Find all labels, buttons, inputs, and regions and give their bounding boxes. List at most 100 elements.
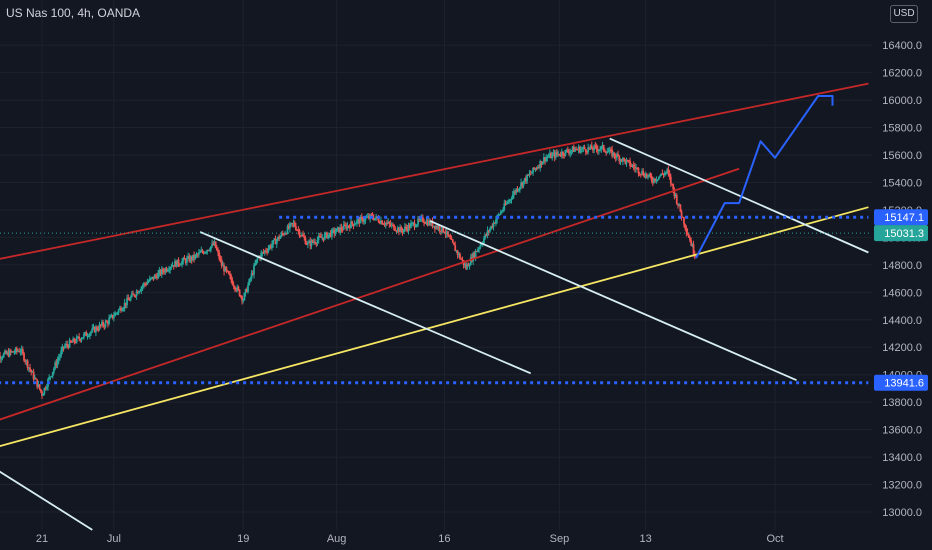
candle-body: [386, 223, 388, 225]
downtrend-line: [199, 231, 532, 375]
candle-body: [182, 257, 185, 261]
candle-body: [91, 328, 94, 332]
candle-body: [474, 250, 477, 258]
price-axis-background: [872, 0, 932, 550]
candle-body: [479, 244, 482, 248]
candle-body: [461, 259, 464, 261]
candle-body: [190, 256, 193, 261]
candle-body: [205, 251, 207, 253]
candle-body: [180, 264, 182, 266]
candle-body: [15, 348, 18, 352]
candle-body: [586, 151, 588, 153]
candle-body: [156, 276, 158, 279]
candle-body: [684, 224, 687, 229]
candle-body: [545, 157, 548, 161]
candle-body: [269, 245, 272, 248]
candle-body: [145, 283, 148, 285]
time-tick-label: Aug: [327, 533, 347, 545]
candle-body: [368, 216, 370, 219]
price-tick-label: 15600.0: [882, 150, 922, 162]
candle-body: [448, 235, 451, 237]
candle-body: [6, 351, 9, 354]
time-axis[interactable]: 21 Jul 19 Aug 16 Sep 13 Oct: [36, 533, 784, 545]
candle-body: [20, 349, 23, 352]
candle-body: [608, 149, 611, 152]
candle-body: [413, 222, 416, 228]
candle-body: [526, 174, 528, 182]
candle-body: [610, 149, 612, 151]
candle-body: [424, 222, 427, 224]
candle-body: [295, 226, 297, 230]
candle-body: [187, 256, 190, 259]
candle-body: [598, 149, 600, 151]
candle-body: [529, 173, 532, 175]
candle-body: [624, 159, 627, 164]
candle-body: [394, 230, 397, 232]
candle-body: [266, 251, 269, 253]
candle-body: [605, 151, 608, 154]
candle-body: [632, 165, 635, 167]
candle-body: [24, 360, 27, 362]
candle-body: [207, 249, 210, 251]
candle-body: [229, 274, 231, 276]
candle-body: [195, 254, 198, 256]
candle-body: [547, 156, 550, 158]
candle-body: [683, 217, 685, 225]
candle-body: [456, 250, 459, 255]
candle-body: [289, 223, 291, 229]
candle-body: [13, 352, 16, 354]
candle-body: [495, 219, 497, 224]
candle-body: [232, 284, 235, 287]
candle-body: [643, 175, 646, 178]
candle-body: [491, 225, 494, 228]
candle-body: [636, 167, 639, 169]
candle-body: [497, 214, 500, 216]
candle-body: [619, 159, 622, 162]
candle-body: [645, 174, 648, 177]
candle-body: [512, 191, 515, 195]
candle-body: [256, 257, 259, 260]
candle-body: [433, 225, 436, 229]
candle-body: [649, 173, 652, 177]
candle-body: [660, 173, 663, 176]
candle-body: [69, 340, 72, 342]
candle-body: [589, 145, 592, 149]
currency-button[interactable]: USD: [890, 5, 918, 23]
candle-body: [304, 238, 307, 245]
candle-body: [577, 147, 580, 150]
candle-body: [626, 160, 629, 162]
candle-body: [539, 161, 542, 168]
candle-body: [387, 221, 390, 224]
candle-body: [614, 156, 617, 158]
candle-body: [97, 329, 100, 331]
candle-body: [133, 294, 136, 296]
candle-body: [505, 202, 508, 205]
candle-body: [639, 174, 642, 176]
candle-body: [75, 336, 78, 343]
candle-body: [328, 232, 331, 235]
candle-body: [275, 239, 278, 245]
candle-body: [19, 351, 22, 353]
price-tick-label: 13400.0: [882, 452, 922, 464]
candle-body: [650, 176, 653, 181]
candle-body: [219, 258, 222, 260]
candle-body: [507, 202, 509, 204]
candle-body: [89, 333, 91, 337]
candle-body: [580, 149, 582, 153]
candle-body: [181, 260, 184, 265]
candle-body: [522, 180, 525, 187]
candle-body: [30, 369, 33, 373]
price-axis[interactable]: 13000.013200.013400.013600.013800.014000…: [882, 40, 922, 519]
candle-body: [324, 232, 327, 235]
candle-body: [352, 223, 355, 226]
candle-body: [209, 246, 212, 251]
candle-body: [244, 289, 247, 294]
candle-body: [136, 291, 139, 294]
candle-body: [94, 327, 97, 333]
candle-body: [390, 224, 393, 226]
candle-body: [672, 184, 675, 190]
candle-body: [423, 221, 425, 223]
trendline-line: [0, 206, 869, 448]
candle-body: [111, 314, 114, 319]
